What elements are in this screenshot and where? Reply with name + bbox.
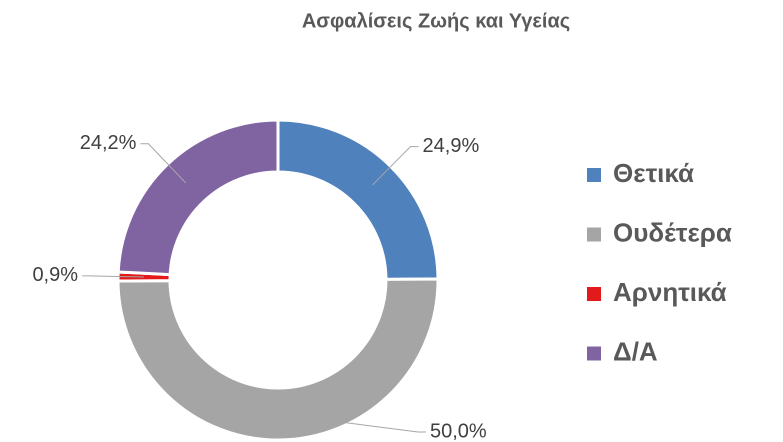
- leader-line: [278, 413, 426, 433]
- donut-segment: [116, 277, 440, 442]
- legend-swatch: [587, 287, 601, 301]
- legend-label: Αρνητικά: [613, 277, 727, 307]
- data-label: 24,9%: [423, 135, 480, 157]
- legend-swatch: [587, 168, 601, 182]
- legend-swatch: [587, 227, 601, 242]
- legend-label: Θετικά: [613, 158, 694, 188]
- donut-segment: [116, 118, 280, 277]
- chart-title: Ασφαλίσεις Ζωής και Υγείας: [302, 10, 570, 32]
- leader-line: [372, 146, 419, 186]
- data-label: 0,9%: [32, 264, 78, 286]
- donut-segment: [276, 118, 440, 281]
- legend-label: Ουδέτερα: [613, 217, 732, 247]
- data-label: 24,2%: [80, 132, 137, 154]
- leader-line: [140, 143, 187, 184]
- data-label: 50,0%: [430, 420, 487, 442]
- leader-line: [82, 275, 145, 278]
- legend-label: Δ/Α: [613, 336, 658, 366]
- legend-swatch: [587, 346, 601, 361]
